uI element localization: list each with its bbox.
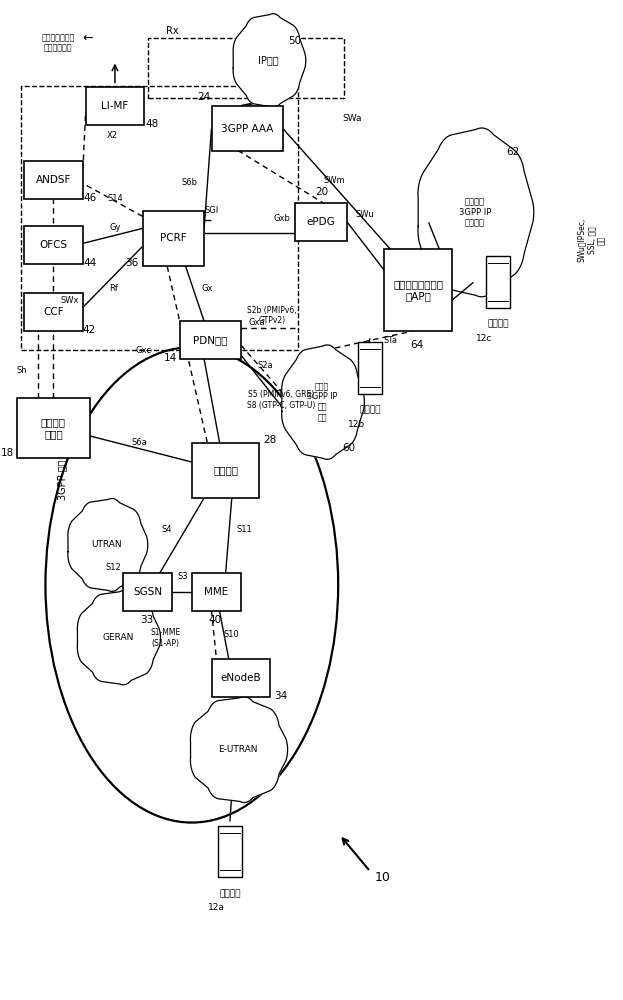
Text: LI-MF: LI-MF — [102, 101, 128, 111]
FancyBboxPatch shape — [24, 226, 83, 264]
Text: E-UTRAN: E-UTRAN — [218, 745, 258, 754]
Text: 无线无线电接入点
（AP）: 无线无线电接入点 （AP） — [393, 279, 443, 301]
FancyBboxPatch shape — [17, 398, 90, 458]
Text: 12a: 12a — [208, 903, 225, 912]
FancyBboxPatch shape — [192, 573, 241, 611]
Text: SWx: SWx — [61, 296, 79, 305]
Text: 24: 24 — [197, 92, 211, 102]
FancyBboxPatch shape — [143, 211, 204, 266]
Text: S3: S3 — [178, 572, 188, 581]
Text: S2a: S2a — [258, 361, 273, 370]
Text: S5 (PMIPv6, GRE)
S8 (GTP-C, GTP-U): S5 (PMIPv6, GRE) S8 (GTP-C, GTP-U) — [247, 390, 315, 410]
Bar — [487, 256, 510, 308]
Text: S12: S12 — [106, 563, 121, 572]
Text: 用户设备: 用户设备 — [487, 320, 509, 329]
Text: SGSN: SGSN — [133, 587, 162, 597]
Text: ePDG: ePDG — [307, 217, 335, 227]
FancyBboxPatch shape — [24, 161, 83, 199]
FancyBboxPatch shape — [295, 203, 347, 241]
Text: SWu（IPSec,
SSL, 安全
隧道: SWu（IPSec, SSL, 安全 隧道 — [577, 218, 606, 262]
Text: 3GPP 接入: 3GPP 接入 — [58, 460, 68, 500]
Text: PCRF: PCRF — [160, 233, 187, 243]
Text: Rf: Rf — [108, 284, 118, 293]
Text: X2: X2 — [107, 131, 117, 140]
FancyBboxPatch shape — [212, 106, 282, 151]
Text: 可信非
3GPP IP
接入
网络: 可信非 3GPP IP 接入 网络 — [307, 382, 337, 422]
Text: S2b (PMIPv6,
GTPv2): S2b (PMIPv6, GTPv2) — [247, 306, 297, 325]
Text: 46: 46 — [83, 193, 97, 203]
Text: 服务网关: 服务网关 — [213, 465, 238, 475]
Text: S1-MME
(S1-AP): S1-MME (S1-AP) — [151, 628, 181, 648]
Polygon shape — [418, 128, 534, 297]
Text: 42: 42 — [82, 325, 96, 335]
Text: 34: 34 — [274, 691, 288, 701]
Text: 14: 14 — [164, 353, 177, 363]
Text: S6b: S6b — [182, 178, 198, 187]
Text: 10: 10 — [375, 871, 391, 884]
Text: 36: 36 — [125, 258, 138, 268]
Polygon shape — [233, 14, 306, 108]
Text: 18: 18 — [1, 448, 14, 458]
Bar — [358, 342, 382, 394]
Text: Gxa: Gxa — [248, 318, 265, 327]
Text: 40: 40 — [209, 615, 222, 625]
Text: Gxb: Gxb — [273, 214, 290, 223]
Text: 64: 64 — [411, 340, 424, 350]
Text: 归属订户
服务器: 归属订户 服务器 — [41, 417, 66, 439]
Text: S11: S11 — [236, 525, 252, 534]
FancyBboxPatch shape — [384, 249, 452, 331]
FancyBboxPatch shape — [86, 87, 144, 125]
Text: UTRAN: UTRAN — [92, 540, 122, 549]
FancyBboxPatch shape — [179, 321, 241, 359]
FancyBboxPatch shape — [123, 573, 172, 611]
Text: S6a: S6a — [131, 438, 148, 447]
Bar — [218, 826, 242, 877]
Text: Gy: Gy — [109, 223, 121, 232]
Text: SWu: SWu — [356, 210, 374, 219]
Text: 50: 50 — [288, 36, 302, 46]
Text: Gxc: Gxc — [136, 346, 152, 355]
Text: 62: 62 — [506, 147, 520, 157]
Text: S4: S4 — [162, 525, 173, 534]
Text: 3GPP AAA: 3GPP AAA — [221, 124, 273, 134]
Text: 不可信非
3GPP IP
接入网络: 不可信非 3GPP IP 接入网络 — [459, 198, 491, 227]
Text: GERAN: GERAN — [102, 633, 134, 642]
Text: 60: 60 — [342, 443, 355, 453]
Text: S14: S14 — [107, 194, 123, 203]
Text: 用户设备: 用户设备 — [359, 406, 381, 415]
Polygon shape — [191, 697, 288, 803]
Text: 28: 28 — [264, 435, 277, 445]
Text: SWm: SWm — [324, 176, 345, 185]
FancyBboxPatch shape — [212, 659, 270, 697]
Text: eNodeB: eNodeB — [221, 673, 261, 683]
Text: ←: ← — [82, 32, 93, 45]
Polygon shape — [282, 345, 364, 459]
Text: SGI: SGI — [204, 206, 219, 215]
Polygon shape — [77, 591, 161, 685]
Text: 12c: 12c — [477, 334, 493, 343]
Text: （一个或多个）
中介执法机构: （一个或多个） 中介执法机构 — [41, 33, 74, 52]
Polygon shape — [68, 498, 148, 591]
Text: CCF: CCF — [43, 307, 64, 317]
Text: ANDSF: ANDSF — [36, 175, 71, 185]
Text: OFCS: OFCS — [39, 240, 67, 250]
Text: PDN网关: PDN网关 — [193, 335, 227, 345]
Text: Sh: Sh — [17, 366, 27, 375]
Text: MME: MME — [204, 587, 229, 597]
Text: STa: STa — [384, 336, 397, 345]
Text: 48: 48 — [145, 119, 158, 129]
Text: SWa: SWa — [342, 114, 361, 123]
FancyBboxPatch shape — [192, 443, 259, 498]
Text: 44: 44 — [83, 258, 97, 268]
Text: 20: 20 — [316, 187, 329, 197]
Text: 12b: 12b — [348, 420, 365, 429]
FancyBboxPatch shape — [24, 293, 83, 331]
Text: 用户设备: 用户设备 — [219, 889, 240, 898]
Text: S10: S10 — [224, 630, 240, 639]
Text: Rx: Rx — [166, 26, 178, 36]
Text: 33: 33 — [140, 615, 153, 625]
Text: IP服务: IP服务 — [259, 56, 279, 66]
Text: Gx: Gx — [201, 284, 213, 293]
